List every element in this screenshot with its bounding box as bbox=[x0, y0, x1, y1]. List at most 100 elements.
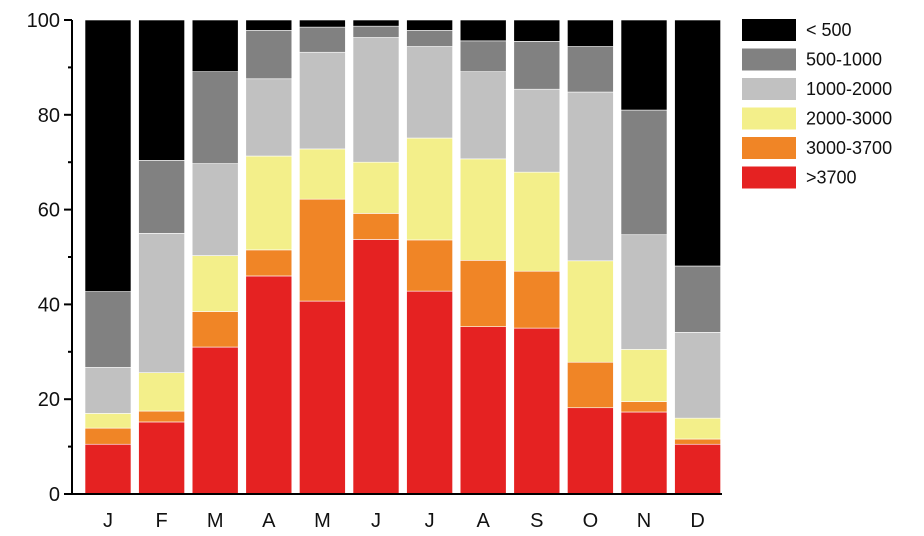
bar-segment bbox=[138, 160, 185, 234]
bar-segment bbox=[191, 311, 239, 348]
x-tick-label: A bbox=[477, 510, 491, 532]
bar-segment bbox=[674, 438, 721, 445]
bar-segment bbox=[191, 255, 239, 312]
x-tick-label: S bbox=[530, 510, 543, 532]
x-tick-label: M bbox=[314, 510, 331, 532]
bar-segment bbox=[191, 346, 239, 495]
bar-segment bbox=[138, 233, 185, 373]
x-tick-label: O bbox=[583, 510, 599, 532]
bar-segment bbox=[513, 41, 561, 90]
bar-segment bbox=[352, 161, 400, 214]
legend-swatch bbox=[742, 19, 796, 41]
bar-segment bbox=[620, 234, 668, 350]
bar-segment bbox=[620, 401, 668, 413]
legend-label: < 500 bbox=[806, 20, 852, 40]
bar-segment bbox=[245, 78, 293, 157]
x-tick-label: M bbox=[207, 510, 224, 532]
bar-segment bbox=[138, 421, 185, 495]
bar-segment bbox=[567, 407, 614, 495]
bar-segment bbox=[459, 326, 507, 495]
y-tick-label: 0 bbox=[49, 484, 60, 506]
axes-group: 0 20 40 60 80 100 J F M A M J J A S O N D bbox=[27, 10, 722, 532]
bar-segment bbox=[84, 413, 132, 429]
bar-segment bbox=[674, 332, 721, 419]
x-tick-label: F bbox=[155, 510, 167, 532]
bar-segment bbox=[674, 443, 721, 495]
bar-segment bbox=[352, 213, 400, 240]
x-tick-label: J bbox=[103, 510, 113, 532]
bar-segment bbox=[406, 46, 453, 139]
legend-label: 2000-3000 bbox=[806, 109, 892, 129]
bar-segment bbox=[84, 19, 132, 292]
bar-segment bbox=[138, 372, 185, 412]
bar-segment bbox=[352, 19, 400, 27]
bar-segment bbox=[513, 327, 561, 495]
bar-segment bbox=[620, 109, 668, 236]
bars-group bbox=[84, 19, 721, 495]
bar-segment bbox=[406, 30, 453, 47]
bar-segment bbox=[84, 367, 132, 414]
bar-segment bbox=[299, 300, 346, 495]
y-tick-label: 80 bbox=[38, 105, 60, 127]
bar-segment bbox=[567, 361, 614, 409]
legend-swatch bbox=[742, 78, 796, 100]
bar-segment bbox=[191, 163, 239, 256]
bar-segment bbox=[138, 19, 185, 161]
legend-swatch bbox=[742, 137, 796, 159]
x-tick-label: N bbox=[637, 510, 651, 532]
bar-segment bbox=[459, 19, 507, 42]
bar-segment bbox=[245, 30, 293, 80]
bar-segment bbox=[245, 275, 293, 495]
bar-segment bbox=[352, 25, 400, 38]
bar-segment bbox=[674, 19, 721, 267]
bar-segment bbox=[352, 239, 400, 495]
bar-segment bbox=[406, 19, 453, 31]
legend-swatch bbox=[742, 48, 796, 71]
bar-segment bbox=[459, 71, 507, 160]
x-tick-label: A bbox=[262, 510, 276, 532]
bar-segment bbox=[513, 270, 561, 329]
bar-segment bbox=[245, 19, 293, 31]
bar-segment bbox=[620, 411, 668, 495]
bar-segment bbox=[191, 71, 239, 164]
legend-label: 1000-2000 bbox=[806, 79, 892, 99]
bar-segment bbox=[567, 260, 614, 363]
bar-segment bbox=[459, 40, 507, 72]
x-tick-label: D bbox=[690, 510, 704, 532]
legend-label: 3000-3700 bbox=[806, 138, 892, 158]
y-tick-label: 100 bbox=[27, 10, 60, 32]
x-tick-label: J bbox=[425, 510, 435, 532]
legend-swatch bbox=[742, 166, 796, 189]
legend-label: >3700 bbox=[806, 168, 857, 188]
bar-segment bbox=[245, 155, 293, 251]
bar-segment bbox=[567, 19, 614, 47]
bar-segment bbox=[406, 239, 453, 292]
bar-segment bbox=[567, 46, 614, 93]
bar-segment bbox=[406, 137, 453, 241]
bar-segment bbox=[84, 291, 132, 368]
bar-segment bbox=[299, 19, 346, 28]
legend: < 500 500-1000 1000-2000 2000-3000 3000-3700… bbox=[742, 19, 892, 189]
bar-segment bbox=[352, 37, 400, 163]
bar-segment bbox=[299, 198, 346, 302]
y-tick-label: 20 bbox=[38, 389, 60, 411]
bar-segment bbox=[245, 249, 293, 277]
bar-segment bbox=[674, 417, 721, 440]
y-tick-label: 60 bbox=[38, 200, 60, 222]
bar-segment bbox=[513, 88, 561, 173]
bar-segment bbox=[567, 91, 614, 262]
bar-segment bbox=[84, 443, 132, 495]
y-tick-label: 40 bbox=[38, 294, 60, 316]
bar-segment bbox=[620, 19, 668, 111]
legend-swatch bbox=[742, 107, 796, 130]
bar-segment bbox=[299, 51, 346, 150]
bar-segment bbox=[513, 171, 561, 272]
bar-segment bbox=[674, 265, 721, 333]
bar-segment bbox=[84, 427, 132, 445]
bar-segment bbox=[299, 148, 346, 200]
bar-segment bbox=[299, 26, 346, 53]
bar-segment bbox=[513, 19, 561, 42]
x-tick-label: J bbox=[371, 510, 381, 532]
